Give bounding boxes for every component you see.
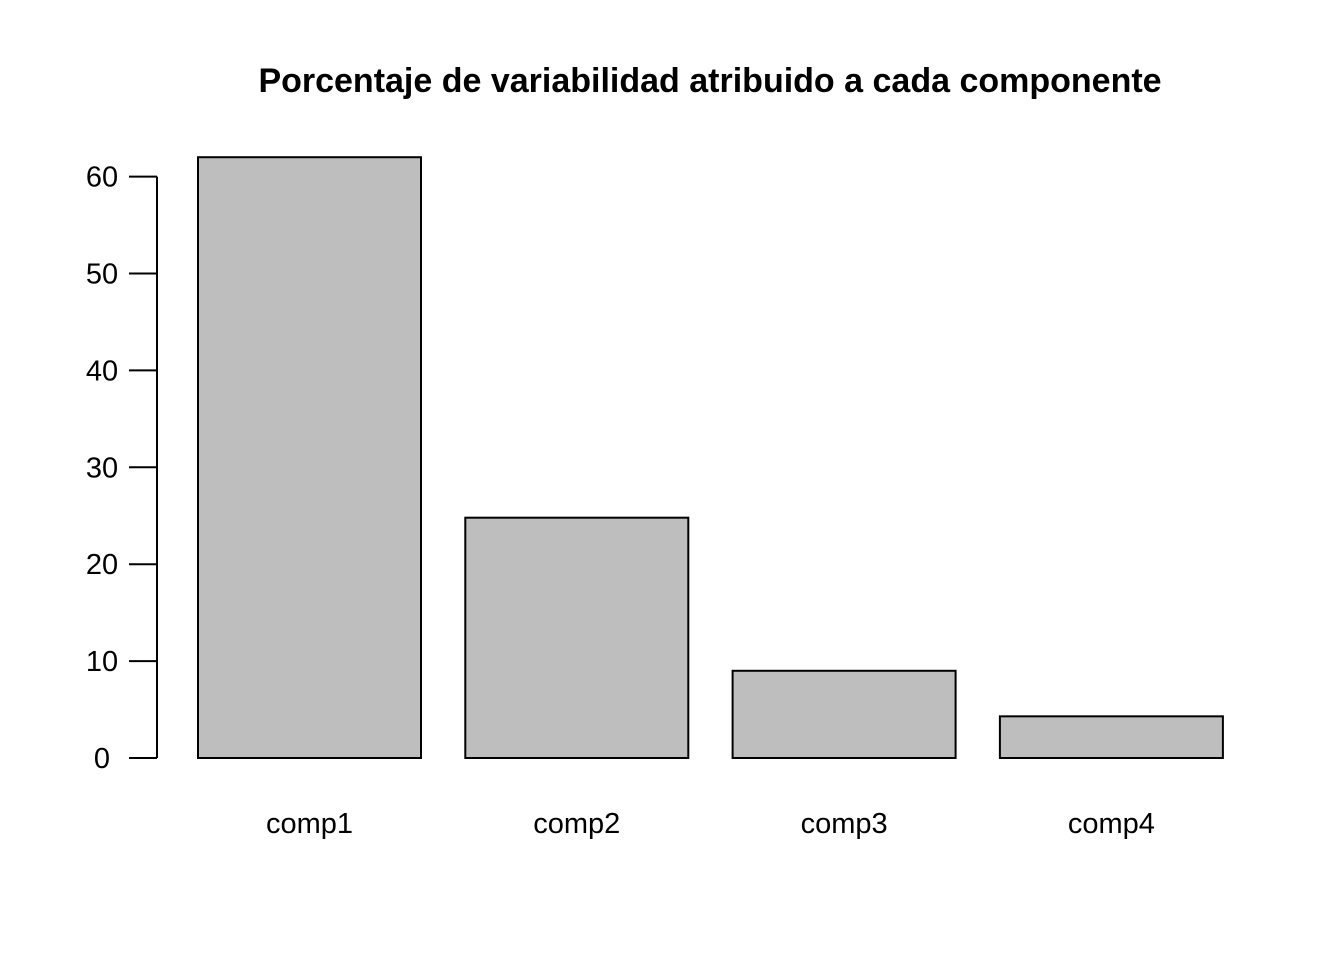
- bar-comp3: [731, 669, 957, 759]
- x-tick-label-comp4: comp4: [1068, 808, 1155, 840]
- y-tick-label: 10: [86, 646, 118, 678]
- x-tick-label-comp2: comp2: [533, 808, 620, 840]
- x-tick-label-comp3: comp3: [801, 808, 888, 840]
- y-tick-label: 40: [86, 355, 118, 387]
- x-tick-label-comp1: comp1: [266, 808, 353, 840]
- y-tick-label: 30: [86, 452, 118, 484]
- y-tick-label: 50: [86, 259, 118, 291]
- bar-comp4: [998, 715, 1224, 760]
- y-tick-label: 20: [86, 549, 118, 581]
- x-axis-labels: comp1 comp2 comp3 comp4: [266, 808, 1155, 840]
- y-tick-label: 60: [86, 162, 118, 194]
- bars-group: [197, 156, 1224, 760]
- bar-comp2: [464, 516, 690, 759]
- y-tick-label: 0: [94, 743, 110, 775]
- y-axis-ticks: 0 10 20 30 40 50 60: [86, 162, 157, 775]
- chart-title: Porcentaje de variabilidad atribuido a c…: [258, 62, 1161, 100]
- bar-comp1: [197, 156, 422, 760]
